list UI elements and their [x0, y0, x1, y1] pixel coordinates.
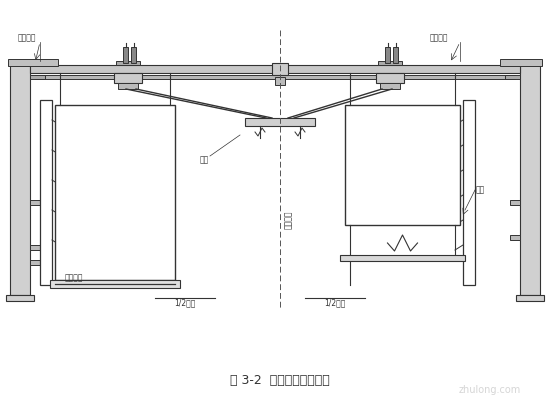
Bar — [10, 65, 30, 295]
Bar — [393, 47, 398, 63]
Bar — [378, 61, 402, 65]
Bar — [114, 73, 142, 83]
Bar — [116, 61, 140, 65]
Bar — [376, 73, 404, 83]
Bar — [8, 59, 58, 66]
Bar — [510, 200, 520, 205]
Bar — [516, 295, 544, 301]
Bar — [131, 47, 136, 63]
Bar — [6, 295, 34, 301]
Text: 1/2墩底: 1/2墩底 — [174, 298, 195, 307]
Bar — [520, 65, 540, 295]
Bar — [30, 245, 40, 250]
Bar — [345, 105, 460, 225]
Bar — [380, 83, 400, 89]
Bar — [55, 105, 175, 280]
Text: 1/2墩顶: 1/2墩顶 — [324, 298, 346, 307]
Bar — [245, 118, 315, 126]
Text: 吊架: 吊架 — [200, 155, 209, 164]
Bar — [340, 255, 465, 261]
Text: 图 3-2  圆端形翻模总装图: 图 3-2 圆端形翻模总装图 — [230, 374, 330, 386]
Bar — [123, 47, 128, 63]
Bar — [35, 75, 515, 79]
Bar — [30, 200, 40, 205]
Bar — [30, 260, 40, 265]
Bar — [510, 235, 520, 240]
Text: 墩中心线: 墩中心线 — [284, 211, 293, 229]
Bar — [30, 65, 520, 73]
Text: 模板: 模板 — [476, 185, 486, 194]
Bar — [272, 63, 288, 75]
Bar — [385, 47, 390, 63]
Bar — [40, 100, 52, 285]
Bar — [505, 75, 520, 79]
Bar — [463, 100, 475, 285]
Bar — [500, 59, 542, 66]
Text: 作业平台: 作业平台 — [18, 33, 36, 42]
Text: 垫台顶面: 垫台顶面 — [65, 273, 83, 282]
Bar — [118, 83, 138, 89]
Bar — [30, 75, 45, 79]
Bar — [275, 77, 285, 85]
Text: zhulong.com: zhulong.com — [459, 385, 521, 395]
Text: 提升系统: 提升系统 — [430, 33, 449, 42]
Bar — [50, 280, 180, 288]
